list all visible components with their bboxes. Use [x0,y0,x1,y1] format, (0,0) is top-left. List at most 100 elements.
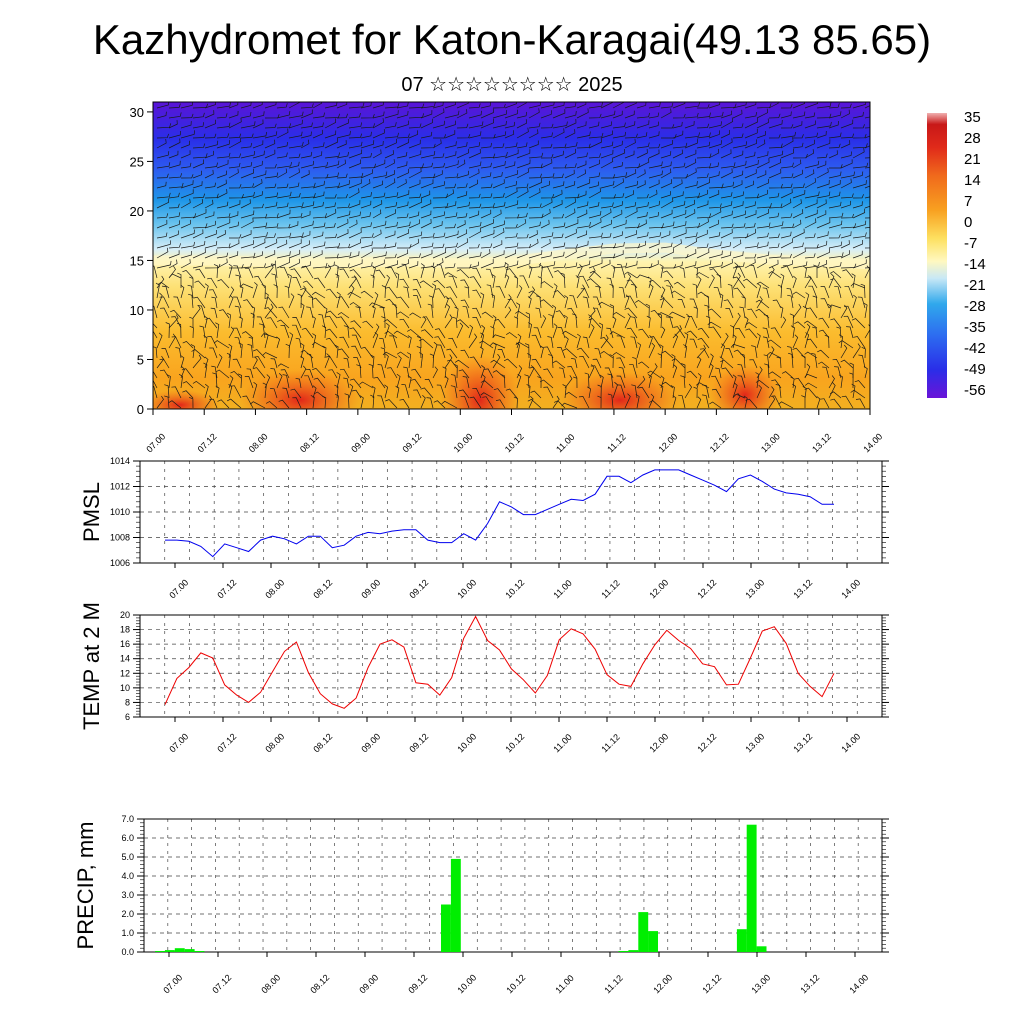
wind-barb [687,316,698,329]
wind-barb [528,322,532,339]
y-tick-label: 10 [120,683,130,693]
wind-barb [804,191,820,199]
wind-barb [408,231,423,239]
wind-barb [768,221,784,229]
wind-barb [804,149,814,159]
wind-barb [232,327,242,339]
x-tick-label: 08.00 [263,577,286,600]
y-tick-label: 1008 [110,533,130,543]
wind-barb [684,332,689,349]
wind-barb [794,377,806,389]
wind-barb [381,285,386,299]
wind-barb [228,263,233,279]
wind-barb [325,194,337,199]
wind-barb [661,134,677,139]
wind-barb [395,272,400,289]
wind-barb [292,317,302,329]
wind-barb [744,169,757,179]
wind-barb [661,124,675,129]
wind-barb [228,221,239,229]
wind-barb [456,201,470,209]
wind-barb [240,210,255,219]
wind-barb [436,384,446,399]
wind-barb [648,121,659,129]
wind-barb [756,158,770,169]
wind-barb [199,325,206,339]
wind-barb [435,328,446,339]
wind-barb [516,302,521,319]
wind-barb [276,183,289,189]
wind-barb [768,113,781,119]
wind-barb [612,311,626,319]
wind-barb [533,327,542,339]
wind-barb [351,334,362,349]
x-tick-label: 13.12 [791,577,814,600]
wind-barb [792,247,806,259]
wind-barb [528,230,538,239]
temp-series-line [164,615,835,709]
wind-barb [234,336,242,349]
wind-barb [552,323,558,339]
wind-barb [702,384,710,399]
wind-barb [371,305,376,319]
wind-barb [702,394,710,409]
wind-barb [216,122,231,129]
wind-barb [672,102,686,109]
wind-barb [552,199,563,209]
wind-barb [852,171,864,179]
wind-barb [530,390,542,399]
wind-barb [348,238,361,249]
wind-barb [624,230,638,239]
wind-barb [396,351,410,359]
wind-barb [672,162,686,169]
wind-barb [708,190,720,199]
wind-barb [552,102,565,109]
wind-barb [156,260,172,269]
wind-barb [168,138,181,149]
wind-barb [636,180,646,189]
wind-barb [684,192,701,199]
wind-barb [399,318,410,329]
wind-barb [564,228,577,239]
wind-barb [720,168,733,179]
PRECIP, mm-frame [143,818,883,953]
wind-barb [153,305,158,319]
wind-barb [612,209,623,219]
wind-barb [472,307,482,319]
wind-barb [804,275,812,289]
wind-barb [278,399,290,409]
wind-barb [348,228,362,239]
wind-barb [468,227,482,239]
wind-barb [840,240,850,249]
wind-barb [577,347,590,359]
wind-barb [732,223,746,229]
wind-barb [377,364,386,379]
wind-barb [624,393,631,409]
heatmap-x-tick-label: 09.00 [349,431,372,454]
wind-barb [808,285,818,299]
wind-barb [571,358,578,369]
wind-barb [480,259,494,269]
wind-barb [337,312,350,319]
wind-barb [723,299,734,309]
wind-barb [480,324,486,339]
wind-barb [756,208,769,219]
wind-barb [630,336,638,349]
wind-barb [636,169,646,179]
wind-barb [480,193,493,199]
wind-barb [217,399,230,409]
wind-barb [153,379,158,389]
wind-barb [180,113,194,119]
y-tick-label: 8 [125,697,130,707]
wind-barb [780,231,792,239]
y-tick-label: 2.0 [121,909,134,919]
wind-barb [324,243,341,249]
wind-barb [863,302,868,319]
wind-barb [288,153,301,159]
wind-barb [432,181,446,189]
wind-barb [300,122,313,129]
wind-barb [624,253,638,259]
wind-barb [660,248,674,259]
